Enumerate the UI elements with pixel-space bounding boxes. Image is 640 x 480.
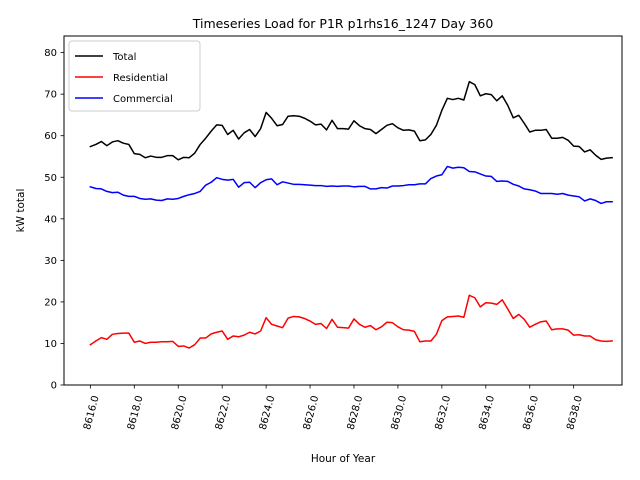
chart-title: Timeseries Load for P1R p1rhs16_1247 Day…	[192, 16, 494, 31]
y-tick-label: 50	[44, 173, 57, 184]
plot-frame	[63, 35, 623, 386]
y-tick-label: 60	[44, 131, 57, 142]
series-lines	[89, 80, 613, 349]
y-tick-label: 40	[44, 214, 57, 225]
y-tick-label: 20	[44, 297, 57, 308]
legend: Total Residential Commercial	[68, 40, 201, 112]
legend-label-total: Total	[112, 52, 136, 63]
y-tick-label: 70	[44, 90, 57, 101]
y-tick-label: 0	[51, 381, 57, 392]
y-axis-ticks: 0 10 20 30 40 50 60 70 80	[44, 48, 64, 392]
legend-label-residential: Residential	[113, 73, 168, 84]
series-line-total	[89, 80, 613, 161]
y-tick-label: 10	[44, 339, 57, 350]
y-tick-label: 30	[44, 256, 57, 267]
y-axis-label: kW total	[15, 189, 27, 233]
legend-frame	[68, 40, 201, 112]
y-tick-label: 80	[44, 48, 57, 59]
legend-label-commercial: Commercial	[113, 94, 173, 105]
series-line-residential	[89, 294, 613, 349]
series-line-commercial	[89, 165, 613, 205]
x-axis-label: Hour of Year	[311, 453, 376, 465]
